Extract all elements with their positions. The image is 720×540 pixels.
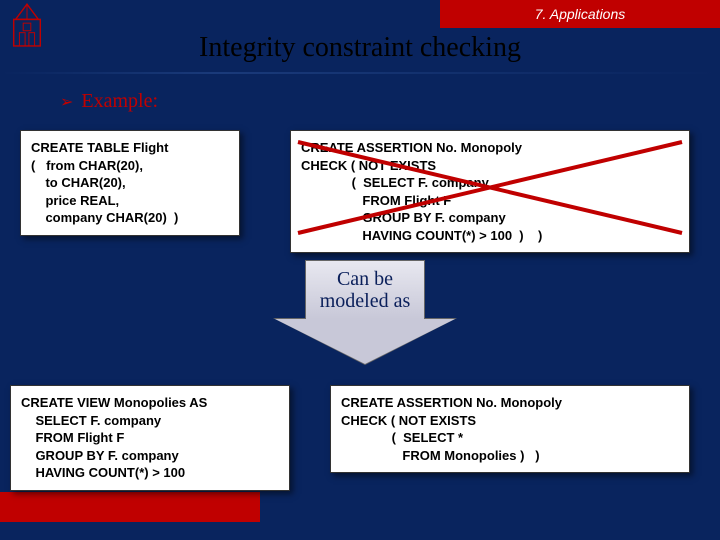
code-box-assertion-1: CREATE ASSERTION No. Monopoly CHECK ( NO… (290, 130, 690, 253)
code-box-create-view: CREATE VIEW Monopolies AS SELECT F. comp… (10, 385, 290, 491)
code-box-assertion-2: CREATE ASSERTION No. Monopoly CHECK ( NO… (330, 385, 690, 473)
red-stripe (0, 492, 260, 522)
example-label: ➢ Example: (60, 90, 158, 113)
code-box-create-table: CREATE TABLE Flight ( from CHAR(20), to … (20, 130, 240, 236)
header-text: 7. Applications (535, 6, 626, 22)
header-bar: 7. Applications (440, 0, 720, 28)
title-underline (0, 72, 720, 74)
arrow-down: Can bemodeled as (275, 260, 455, 370)
arrow-label: Can bemodeled as (305, 268, 425, 312)
bullet-icon: ➢ (60, 92, 73, 112)
example-text: Example: (81, 90, 158, 113)
page-title: Integrity constraint checking (0, 32, 720, 64)
title-area: Integrity constraint checking (0, 32, 720, 64)
